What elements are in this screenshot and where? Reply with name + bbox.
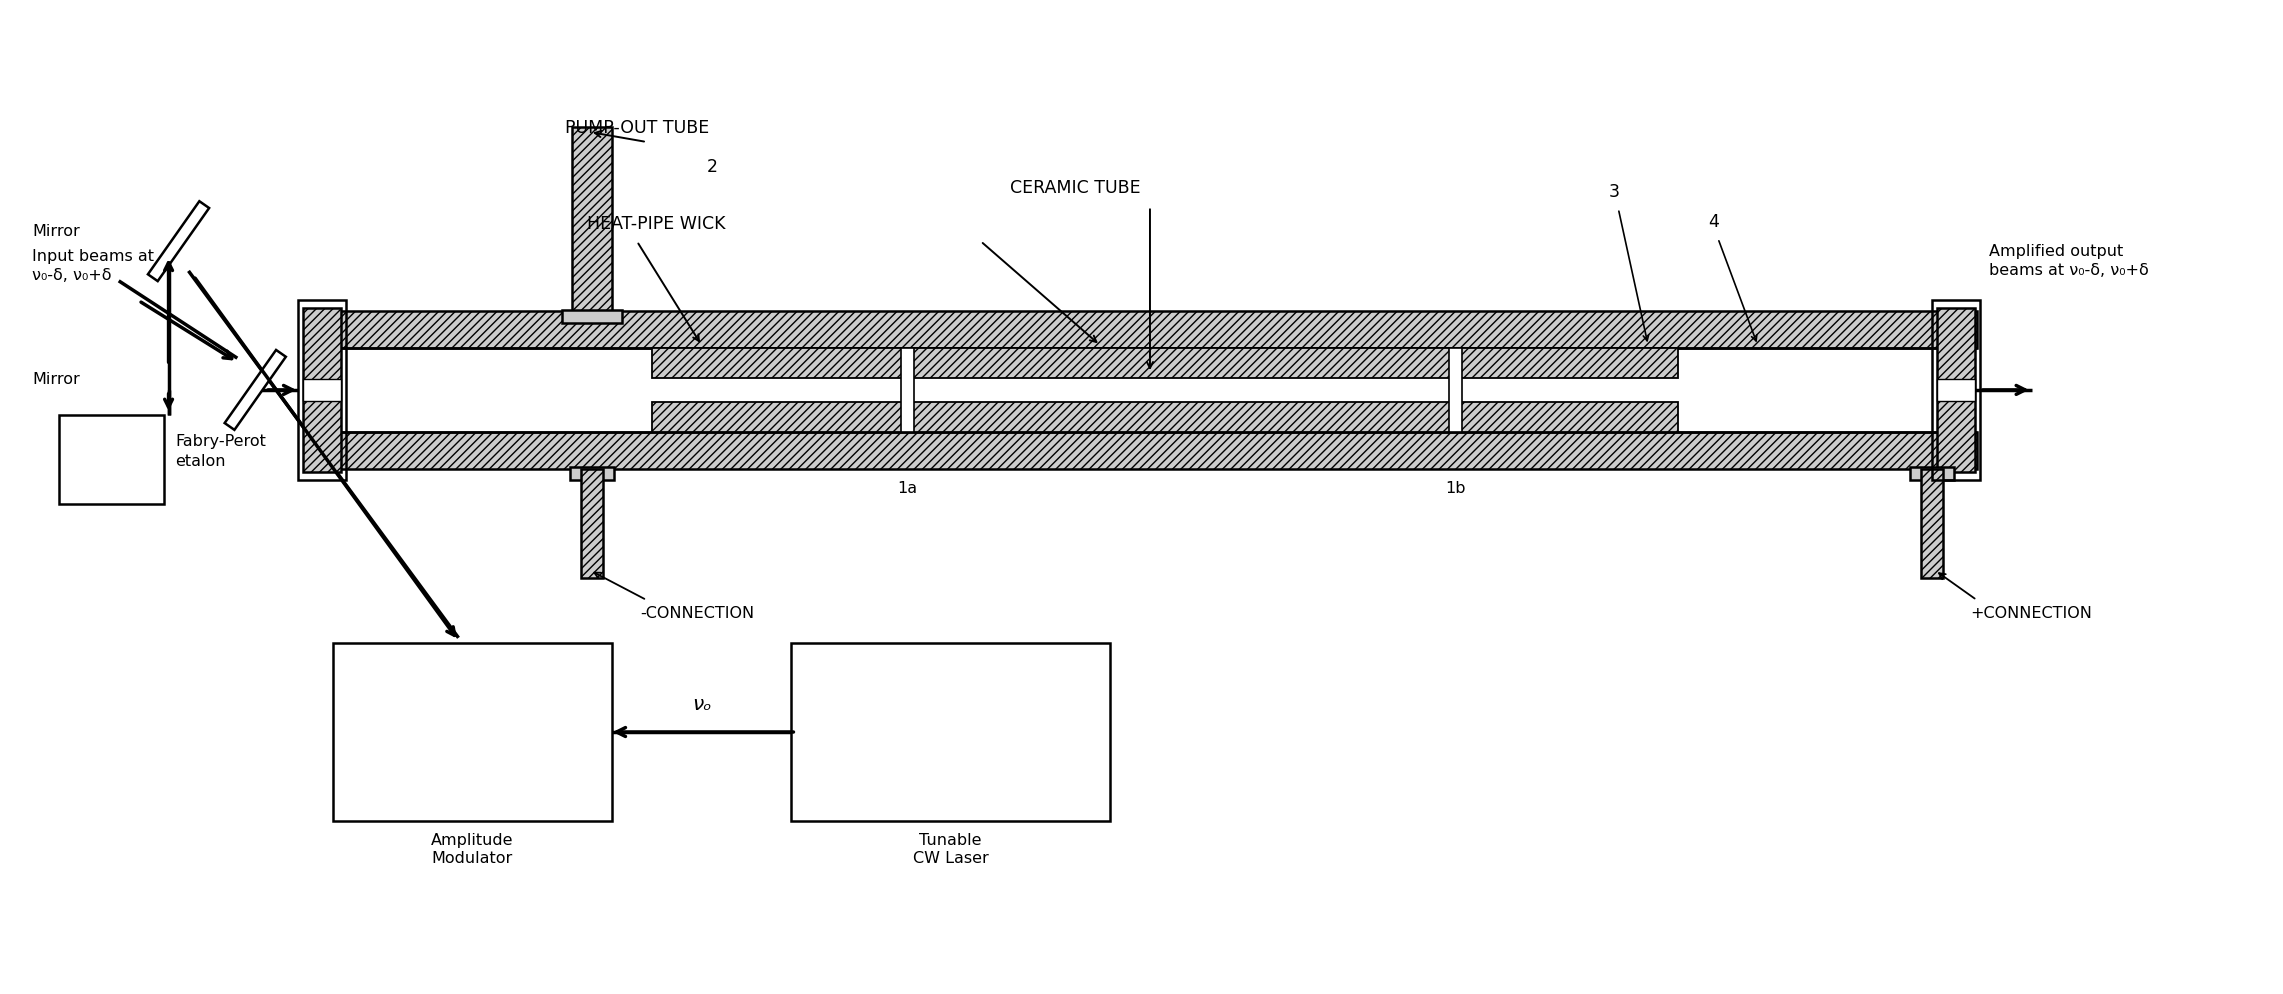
- Text: Mirror: Mirror: [32, 373, 80, 388]
- Text: Amplitude
Modulator: Amplitude Modulator: [431, 833, 514, 866]
- Polygon shape: [224, 350, 285, 429]
- Bar: [1920, 469, 1943, 579]
- Bar: [333, 643, 612, 821]
- Text: HEAT-PIPE WICK: HEAT-PIPE WICK: [587, 216, 726, 234]
- Text: Amplified output
beams at ν₀-δ, ν₀+δ: Amplified output beams at ν₀-δ, ν₀+δ: [1988, 244, 2148, 278]
- Text: Tunable
CW Laser: Tunable CW Laser: [913, 833, 989, 866]
- Bar: [304, 379, 340, 401]
- Bar: [1450, 348, 1461, 431]
- Text: 1b: 1b: [1445, 481, 1466, 496]
- Bar: [304, 308, 340, 472]
- Bar: [582, 469, 603, 579]
- Bar: [573, 127, 612, 310]
- Text: νₒ: νₒ: [692, 695, 712, 714]
- Polygon shape: [148, 201, 210, 281]
- Bar: [571, 467, 614, 480]
- Bar: [651, 402, 1678, 431]
- Bar: [562, 309, 621, 323]
- Text: -CONNECTION: -CONNECTION: [639, 606, 753, 621]
- Bar: [651, 348, 1678, 378]
- Text: Input beams at
ν₀-δ, ν₀+δ: Input beams at ν₀-δ, ν₀+δ: [32, 248, 153, 283]
- Bar: [902, 348, 913, 431]
- Text: 4: 4: [1708, 214, 1719, 232]
- Text: 1a: 1a: [897, 481, 918, 496]
- Text: Mirror: Mirror: [32, 224, 80, 239]
- Bar: [338, 348, 1977, 431]
- Text: Fabry-Perot
etalon: Fabry-Perot etalon: [176, 434, 267, 469]
- Text: 3: 3: [1607, 184, 1619, 202]
- Bar: [1911, 467, 1954, 480]
- Text: +CONNECTION: +CONNECTION: [1970, 606, 2091, 621]
- Text: 2: 2: [708, 158, 717, 176]
- Bar: [792, 643, 1110, 821]
- Bar: [59, 414, 164, 504]
- Text: CERAMIC TUBE: CERAMIC TUBE: [1011, 179, 1142, 197]
- Bar: [1936, 379, 1975, 401]
- Bar: [1936, 308, 1975, 472]
- Bar: [338, 431, 1977, 469]
- Text: PUMP-OUT TUBE: PUMP-OUT TUBE: [564, 119, 710, 137]
- Bar: [299, 300, 347, 480]
- Bar: [338, 310, 1977, 348]
- Bar: [1931, 300, 1979, 480]
